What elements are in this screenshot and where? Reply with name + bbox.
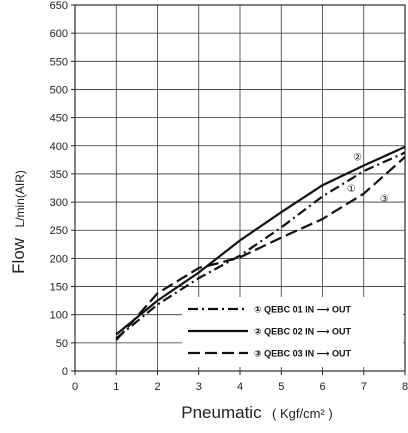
x-axis-unit: ( Kgf/cm² ) [272, 406, 333, 421]
x-tick-label: 7 [361, 381, 367, 393]
y-axis-label: Flow [9, 237, 28, 274]
legend-entry-3: ③ QEBC 03 IN ⟶ OUT [254, 349, 352, 359]
x-tick-labels: 0 1 2 3 4 5 6 7 8 [72, 381, 408, 393]
series-line-2 [115, 145, 406, 336]
y-tick-label: 150 [50, 282, 68, 294]
y-tick-label: 650 [50, 0, 68, 12]
y-axis-unit: L/min(AIR) [13, 170, 27, 227]
y-tick-label: 400 [50, 141, 68, 153]
curve-callout-3: ③ [380, 194, 389, 205]
x-tick-label: 5 [278, 381, 284, 393]
y-tick-label: 550 [50, 56, 68, 68]
x-tick-label: 4 [237, 381, 243, 393]
y-tick-label: 200 [50, 253, 68, 265]
y-tick-label: 450 [50, 113, 68, 125]
x-tick-label: 0 [72, 381, 78, 393]
y-tick-label: 0 [62, 366, 68, 378]
x-tick-label: 3 [196, 381, 202, 393]
series-line-3 [115, 156, 406, 341]
series-line-1 [115, 151, 406, 340]
y-tick-label: 500 [50, 84, 68, 96]
legend-entry-2: ② QEBC 02 IN ⟶ OUT [254, 327, 352, 337]
y-tick-label: 600 [50, 28, 68, 40]
y-tick-label: 300 [50, 197, 68, 209]
y-tick-label: 100 [50, 310, 68, 322]
y-tick-labels: 0 50 100 150 200 250 300 350 400 450 500 550 600 650 [50, 0, 68, 378]
curve-callout-1: ① [347, 184, 356, 195]
y-axis-title: Flow L/min(AIR) [9, 170, 28, 274]
x-tick-label: 6 [319, 381, 325, 393]
y-tick-label: 50 [56, 338, 68, 350]
y-tick-label: 250 [50, 225, 68, 237]
x-tick-label: 1 [113, 381, 119, 393]
x-axis-label: Pneumatic [181, 403, 262, 422]
x-axis-title: Pneumatic ( Kgf/cm² ) [181, 403, 332, 422]
curve-callout-2: ② [353, 152, 362, 163]
legend: ① QEBC 01 IN ⟶ OUT ② QEBC 02 IN ⟶ OUT ③ QE… [182, 297, 403, 367]
x-tick-label: 2 [154, 381, 160, 393]
curve-labels: ① ② ③ [347, 152, 389, 205]
y-tick-label: 350 [50, 169, 68, 181]
legend-entry-1: ① QEBC 01 IN ⟶ OUT [254, 305, 352, 315]
series-lines [115, 145, 406, 341]
x-tick-label: 8 [402, 381, 408, 393]
